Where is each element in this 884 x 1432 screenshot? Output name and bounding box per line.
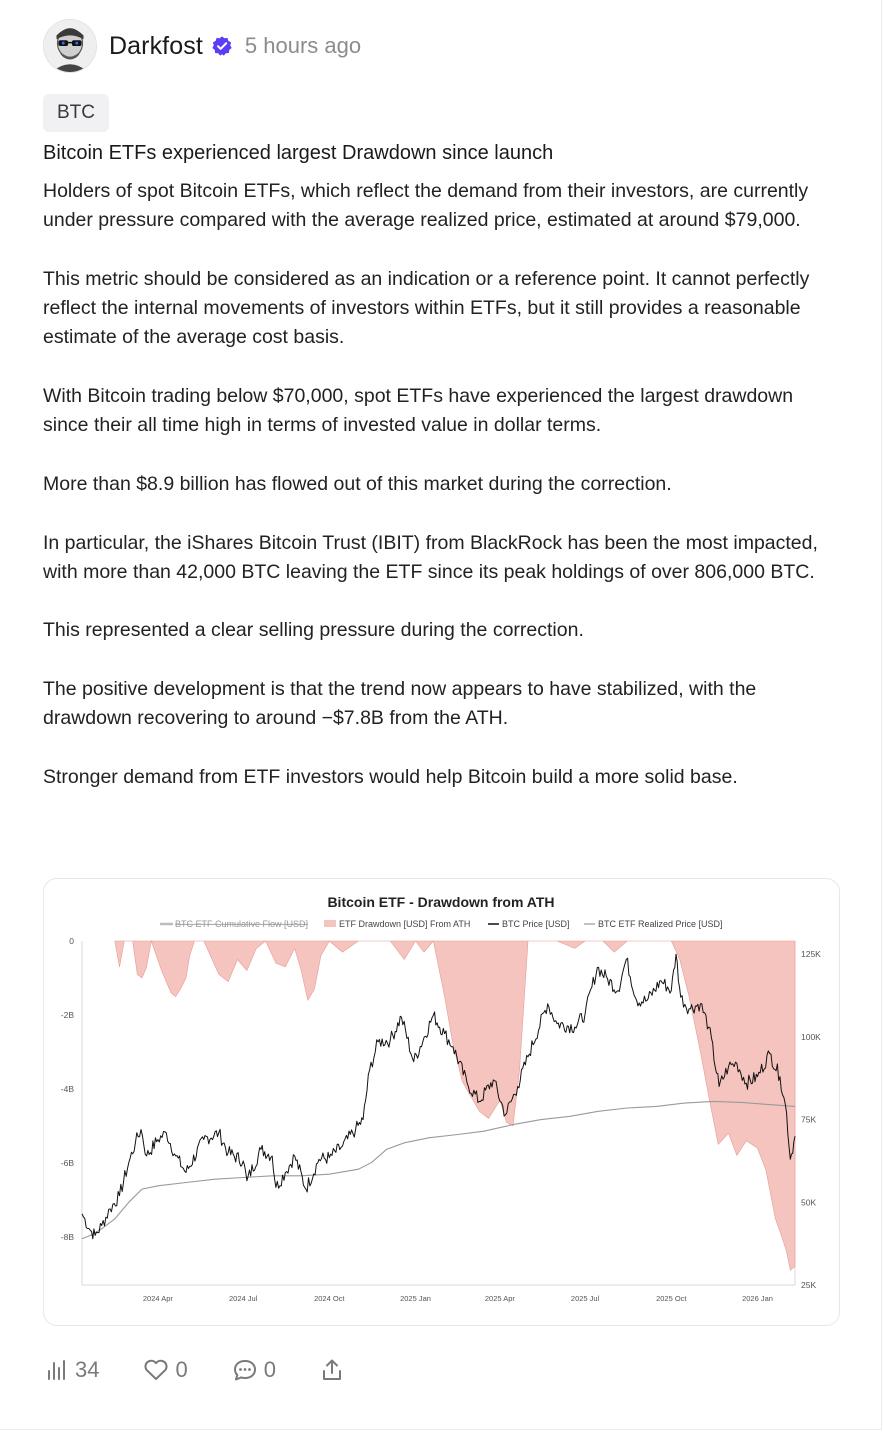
- author-name[interactable]: Darkfost: [109, 31, 203, 60]
- views-stat[interactable]: 34: [45, 1357, 99, 1383]
- btc-price-line: [81, 953, 796, 1240]
- paragraph: Stronger demand from ETF investors would…: [43, 765, 738, 788]
- realized-price-line: [81, 1100, 796, 1240]
- y-right-tick-label: 100K: [801, 1032, 821, 1042]
- legend-cumulative-flow: BTC ETF Cumulative Flow [USD]: [175, 919, 308, 929]
- paragraph: This represented a clear selling pressur…: [43, 619, 584, 642]
- post-title: Bitcoin ETFs experienced largest Drawdow…: [43, 142, 554, 164]
- y-left-tick-label: -8B: [61, 1232, 75, 1242]
- comment-button[interactable]: 0: [232, 1357, 276, 1383]
- topic-tag[interactable]: BTC: [43, 94, 109, 132]
- x-tick-label: 2025 Jul: [571, 1294, 600, 1303]
- likes-count: 0: [175, 1357, 188, 1382]
- chart-legend: BTC ETF Cumulative Flow [USD] ETF Drawdo…: [160, 919, 723, 929]
- post-body: Holders of spot Bitcoin ETFs, which refl…: [43, 177, 843, 822]
- comment-icon: [233, 1360, 256, 1381]
- paragraph: In particular, the iShares Bitcoin Trust…: [43, 531, 818, 583]
- y-left-tick-label: 0: [69, 936, 74, 946]
- x-tick-label: 2025 Jan: [400, 1294, 431, 1303]
- comments-count: 0: [263, 1357, 276, 1382]
- x-tick-label: 2025 Apr: [485, 1294, 516, 1303]
- post-header: Darkfost 5 hours ago: [43, 19, 361, 73]
- drawdown-chart: Bitcoin ETF - Drawdown from ATH BTC ETF …: [61, 894, 821, 1303]
- legend-realized-price: BTC ETF Realized Price [USD]: [598, 919, 723, 929]
- paragraph: This metric should be considered as an i…: [43, 267, 810, 349]
- share-button[interactable]: [320, 1358, 350, 1382]
- post-actions: 34 0 0: [45, 1352, 394, 1388]
- bar-chart-icon: [48, 1360, 65, 1380]
- drawdown-area: [114, 939, 796, 1271]
- post-timestamp: 5 hours ago: [244, 33, 362, 58]
- x-tick-label: 2024 Jul: [229, 1294, 258, 1303]
- chart-image[interactable]: Bitcoin ETF - Drawdown from ATH BTC ETF …: [43, 878, 840, 1326]
- like-button[interactable]: 0: [143, 1357, 188, 1383]
- verified-badge-icon: [212, 36, 232, 56]
- share-icon: [322, 1359, 341, 1380]
- x-tick-label: 2024 Apr: [143, 1294, 174, 1303]
- views-count: 34: [75, 1357, 100, 1382]
- paragraph: The positive development is that the tre…: [43, 678, 757, 730]
- paragraph: With Bitcoin trading below $70,000, spot…: [43, 385, 794, 437]
- y-right-tick-label: 75K: [801, 1115, 816, 1125]
- y-left-tick-label: -2B: [61, 1010, 75, 1020]
- y-right-tick-label: 125K: [801, 949, 821, 959]
- chart-title: Bitcoin ETF - Drawdown from ATH: [327, 894, 554, 910]
- x-tick-label: 2026 Jan: [742, 1294, 773, 1303]
- legend-drawdown: ETF Drawdown [USD] From ATH: [339, 919, 470, 929]
- y-right-tick-label: 25K: [801, 1280, 816, 1290]
- paragraph: Holders of spot Bitcoin ETFs, which refl…: [43, 180, 809, 232]
- x-tick-label: 2025 Oct: [656, 1294, 687, 1303]
- legend-btc-price: BTC Price [USD]: [502, 919, 570, 929]
- paragraph: More than $8.9 billion has flowed out of…: [43, 472, 672, 495]
- y-left-tick-label: -6B: [61, 1158, 75, 1168]
- y-left-tick-label: -4B: [61, 1084, 75, 1094]
- y-right-tick-label: 50K: [801, 1197, 816, 1207]
- x-tick-label: 2024 Oct: [314, 1294, 345, 1303]
- avatar[interactable]: [43, 19, 97, 73]
- heart-icon: [144, 1359, 169, 1380]
